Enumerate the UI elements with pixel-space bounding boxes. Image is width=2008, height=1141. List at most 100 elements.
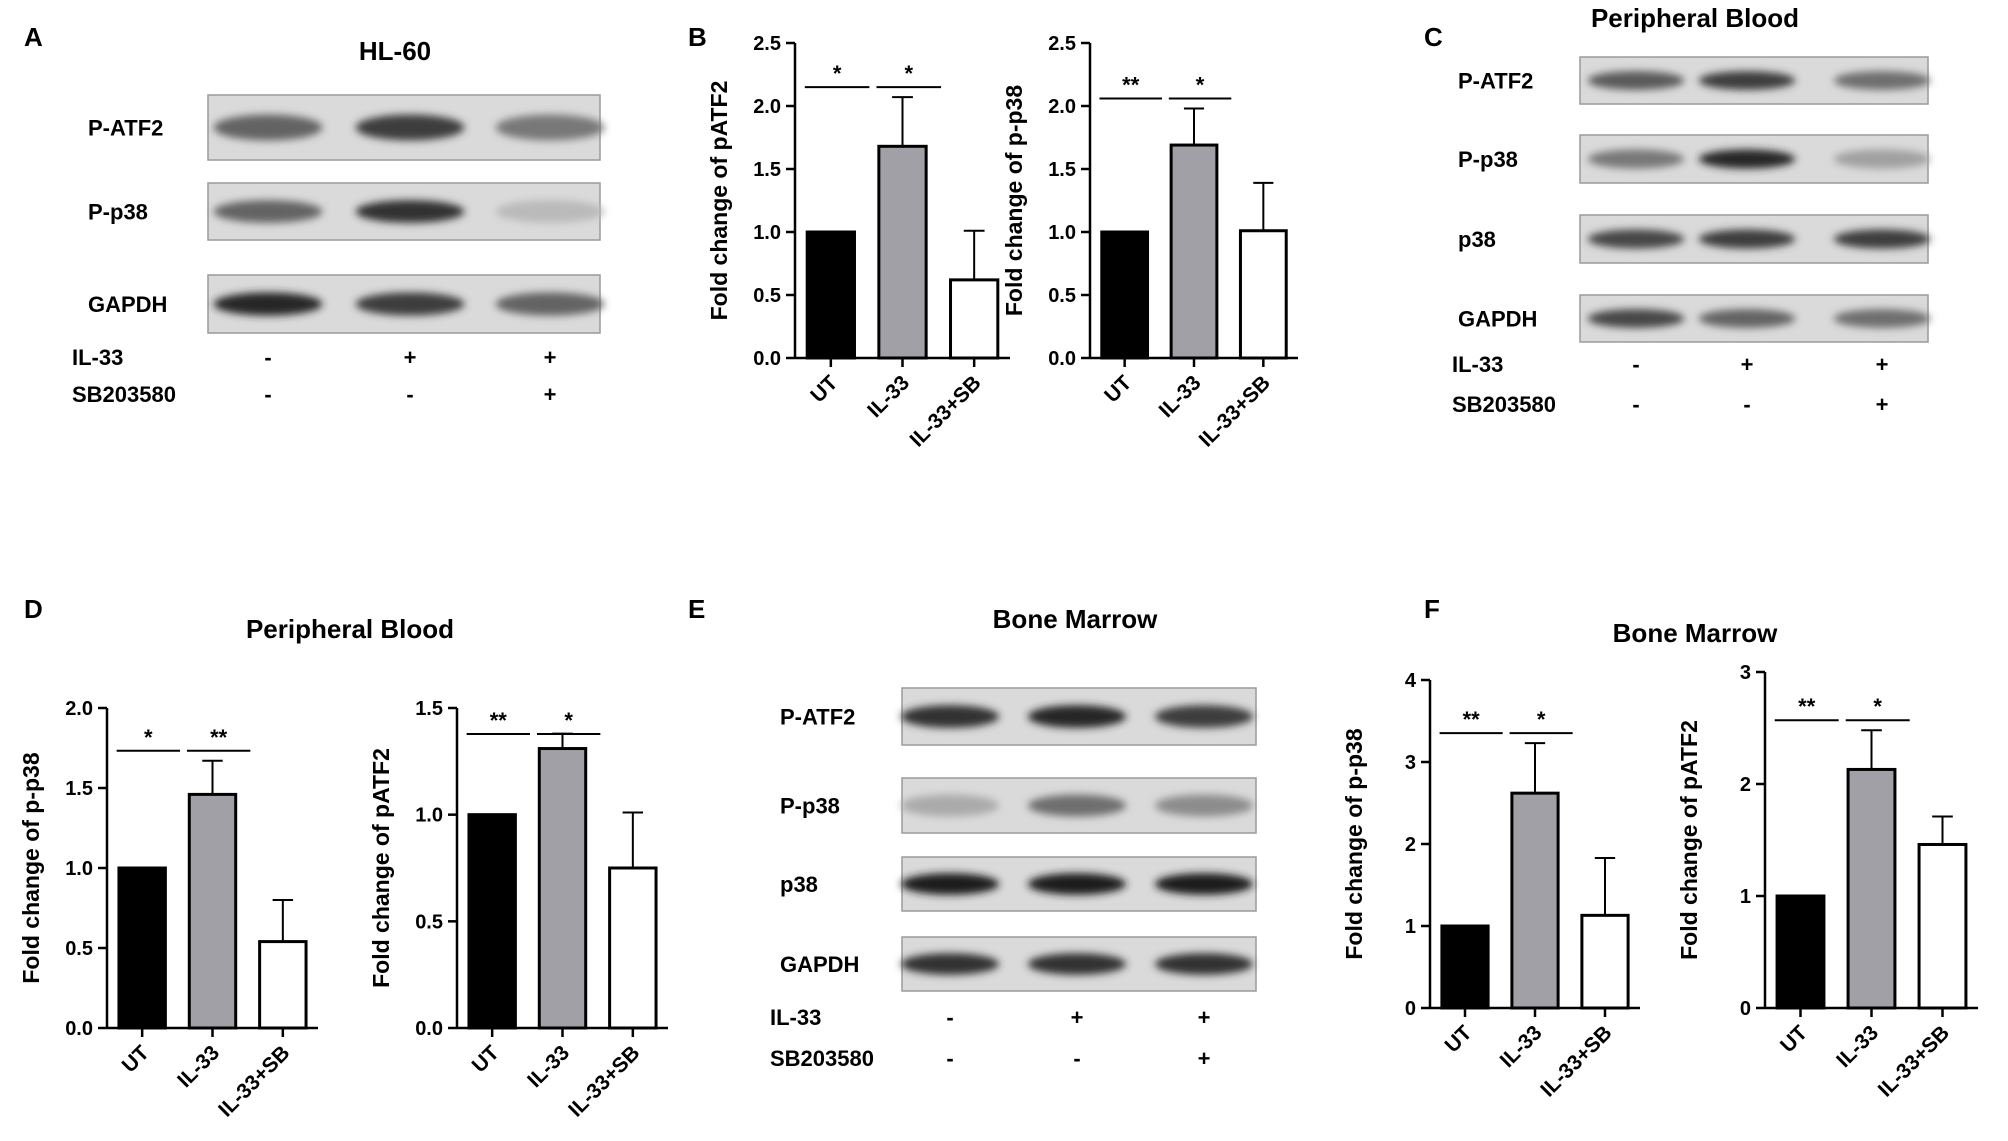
blot-row-label-gapdh: GAPDH (1458, 307, 1537, 332)
significance-mark: ** (210, 725, 228, 750)
treatment-sign: + (1198, 1005, 1211, 1030)
y-tick-label: 0.5 (415, 911, 443, 933)
y-tick-label: 1.5 (753, 159, 781, 181)
bar-il-33 (1846, 767, 1897, 1010)
treatment-sign: - (1632, 352, 1639, 377)
bar-il-33 (187, 792, 238, 1030)
blot-band (495, 292, 605, 316)
panel-a-title: HL-60 (359, 36, 431, 66)
bar-il-33 (1169, 143, 1219, 360)
bar-il-33-sb (1917, 842, 1968, 1010)
blot-band (1587, 149, 1685, 169)
significance-mark: * (1537, 707, 1546, 732)
chart-panel-d-2: 0.0 0.5 1.0 1.5 Fold change of pATF2 UT IL-33I… (368, 698, 668, 1121)
y-tick-label: 0.5 (1048, 285, 1076, 307)
blot-band (1698, 309, 1796, 328)
significance-mark: * (1196, 73, 1205, 98)
x-tick-label: IL-33 (1155, 371, 1206, 422)
significance-mark: ** (1798, 694, 1816, 719)
y-tick-label: 2.0 (1048, 96, 1076, 118)
treatment-sign: + (544, 382, 557, 407)
blot-band (1833, 71, 1931, 90)
treatment-sign: + (1876, 352, 1889, 377)
significance-mark: * (833, 61, 842, 86)
bar-il-33-sb (949, 278, 1000, 360)
blot-row-label-p-p38: P-p38 (780, 794, 840, 819)
y-tick-label: 1.5 (65, 778, 93, 800)
blot-band (1154, 953, 1254, 975)
treatment-label-sb203580: SB203580 (72, 382, 176, 407)
y-axis-label: Fold change of p-p38 (1341, 728, 1367, 959)
bar-ut (1100, 230, 1150, 360)
blot-row-label-gapdh: GAPDH (780, 952, 859, 977)
blot-band (900, 794, 1000, 817)
y-tick-label: 1.0 (1048, 222, 1076, 244)
y-tick-label: 0.0 (1048, 348, 1076, 370)
treatment-sign: - (946, 1046, 953, 1071)
blot-band (1698, 149, 1796, 169)
panel-label-d: D (24, 594, 43, 624)
x-tick-label: IL-33+SB (1195, 371, 1275, 451)
significance-mark: ** (1122, 73, 1140, 98)
y-tick-label: 0.0 (65, 1018, 93, 1040)
chart-panel-b-1: 0.0 0.5 1.0 1.5 2.0 2.5 Fold change of pATF2 UT… (706, 33, 1010, 451)
y-tick-label: 0.0 (753, 348, 781, 370)
treatment-sign: + (544, 345, 557, 370)
treatment-label-sb203580: SB203580 (770, 1046, 874, 1071)
panel-d-title: Peripheral Blood (246, 614, 454, 644)
x-tick-label: IL-33+SB (214, 1041, 294, 1121)
x-tick-label: IL-33 (1832, 1021, 1883, 1072)
blot-band (355, 292, 465, 316)
blot-band (495, 114, 605, 141)
x-tick-label: IL-33+SB (905, 371, 985, 451)
panel-label-a: A (24, 22, 43, 52)
y-tick-label: 1 (1405, 916, 1416, 938)
y-tick-label: 1.5 (415, 698, 443, 720)
bar-il-33-sb (608, 866, 658, 1030)
treatment-sign: - (946, 1005, 953, 1030)
y-tick-label: 1.0 (753, 222, 781, 244)
blot-band (1027, 953, 1127, 975)
blot-band (1833, 149, 1931, 169)
panel-label-b: B (688, 22, 707, 52)
treatment-sign: + (1071, 1005, 1084, 1030)
x-tick-label: UT (1440, 1021, 1476, 1057)
bar-ut (805, 230, 856, 360)
x-tick-label: IL-33 (863, 371, 914, 422)
blot-panel-c: P-ATF2 P-p38 p38 GAPDH IL-33 - + + SB203580 - - + (1452, 56, 1931, 417)
y-axis-label: Fold change of pATF2 (1676, 720, 1702, 960)
y-axis-label: Fold change of pATF2 (706, 81, 732, 321)
treatment-sign: + (404, 345, 417, 370)
significance-mark: * (144, 725, 153, 750)
blot-band (355, 114, 465, 141)
treatment-label-sb203580: SB203580 (1452, 392, 1556, 417)
x-tick-label: UT (806, 371, 842, 407)
treatment-sign: - (1073, 1046, 1080, 1071)
y-tick-label: 1.0 (415, 805, 443, 827)
blot-band (1587, 309, 1685, 328)
panel-label-c: C (1424, 22, 1443, 52)
treatment-sign: - (264, 345, 271, 370)
y-tick-label: 0.5 (65, 938, 93, 960)
x-tick-label: IL-33+SB (1874, 1021, 1954, 1101)
panel-f-title: Bone Marrow (1613, 618, 1778, 648)
y-tick-label: 1 (1740, 886, 1751, 908)
treatment-sign: - (1743, 392, 1750, 417)
panel-e-title: Bone Marrow (993, 604, 1158, 634)
x-tick-label: IL-33 (523, 1041, 574, 1092)
panel-label-f: F (1424, 594, 1440, 624)
blot-band (900, 873, 1000, 895)
blot-band (495, 200, 605, 223)
blot-band (213, 200, 323, 223)
significance-mark: ** (490, 708, 508, 733)
blot-band (1587, 71, 1685, 90)
blot-band (1833, 309, 1931, 328)
significance-mark: * (904, 61, 913, 86)
bar-il-33-sb (1580, 913, 1630, 1010)
y-tick-label: 0.5 (753, 285, 781, 307)
blot-row-label-gapdh: GAPDH (88, 292, 167, 317)
blot-panel-e: P-ATF2 P-p38 p38 GAPDH IL-33 - + + SB203580 - - + (770, 687, 1257, 1071)
x-tick-label: UT (1100, 371, 1136, 407)
panel-c-title: Peripheral Blood (1591, 3, 1799, 33)
